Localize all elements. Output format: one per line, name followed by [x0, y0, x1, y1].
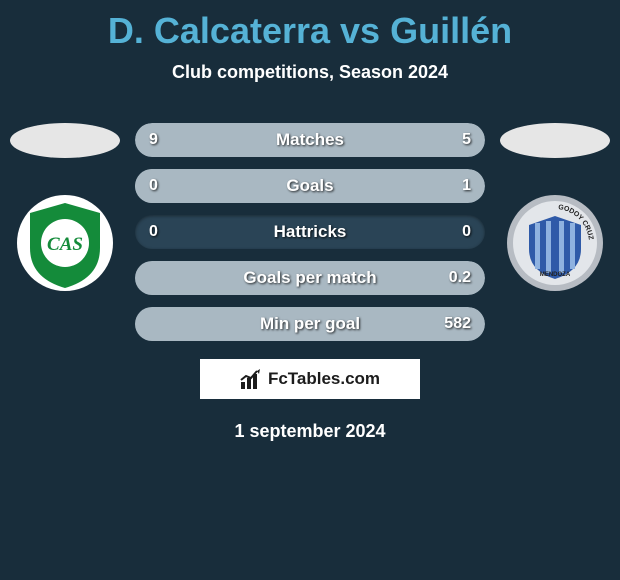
stats-column: 9 Matches 5 0 Goals 1 0 Hattricks 0 Goals per mat…	[135, 123, 485, 341]
left-team-badge: CAS	[15, 193, 115, 293]
stat-value-right: 1	[462, 177, 471, 195]
left-player-photo	[10, 123, 120, 158]
stat-label: Matches	[276, 130, 344, 150]
left-badge-text: CAS	[47, 234, 83, 255]
stat-label: Min per goal	[260, 314, 360, 334]
attribution-box: FcTables.com	[200, 359, 420, 399]
stat-label: Goals per match	[243, 268, 376, 288]
stat-value-right: 582	[444, 315, 471, 333]
page-title: D. Calcaterra vs Guillén	[0, 10, 620, 52]
stat-value-right: 0	[462, 223, 471, 241]
right-team-badge: GODOY CRUZ MENDOZA	[505, 193, 605, 293]
stat-value-left: 0	[149, 177, 158, 195]
stat-row: Min per goal 582	[135, 307, 485, 341]
stat-value-right: 5	[462, 131, 471, 149]
left-player-col: CAS	[5, 123, 125, 293]
stat-value-right: 0.2	[449, 269, 471, 287]
page-subtitle: Club competitions, Season 2024	[0, 62, 620, 83]
right-player-col: GODOY CRUZ MENDOZA	[495, 123, 615, 293]
stat-row: Goals per match 0.2	[135, 261, 485, 295]
stat-row: 0 Hattricks 0	[135, 215, 485, 249]
stat-label: Hattricks	[274, 222, 347, 242]
stat-label: Goals	[286, 176, 333, 196]
chart-icon	[240, 368, 262, 390]
stat-row: 9 Matches 5	[135, 123, 485, 157]
infographic-container: D. Calcaterra vs Guillén Club competitio…	[0, 0, 620, 442]
attribution-text: FcTables.com	[268, 369, 380, 389]
right-player-photo	[500, 123, 610, 158]
main-row: CAS 9 Matches 5 0 Goals 1 0 Hattricks 0 Goals per…	[0, 123, 620, 341]
right-badge-bottom-text: MENDOZA	[540, 272, 571, 278]
footer-date: 1 september 2024	[0, 421, 620, 442]
stat-value-left: 0	[149, 223, 158, 241]
stat-row: 0 Goals 1	[135, 169, 485, 203]
stat-value-left: 9	[149, 131, 158, 149]
